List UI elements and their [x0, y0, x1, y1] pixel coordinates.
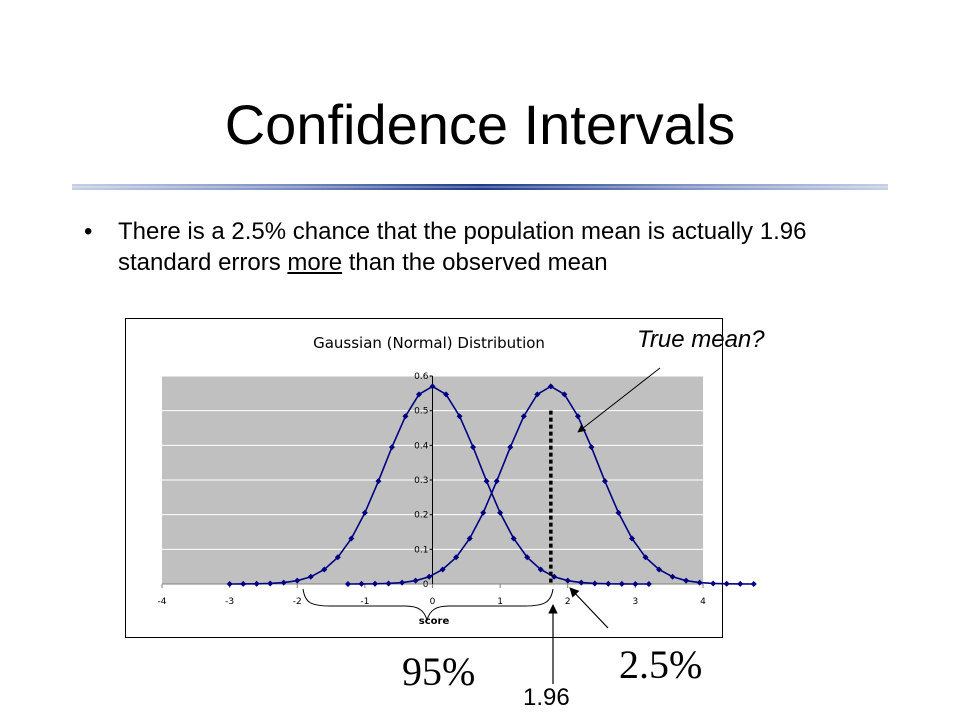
series-1-point	[240, 580, 247, 587]
bullet-text-emphasis: more	[287, 249, 343, 276]
series-1-point	[361, 509, 368, 516]
brace-95-percent	[302, 588, 554, 622]
series-2-point	[493, 478, 500, 485]
series-1-point	[551, 573, 558, 580]
series-1-point	[307, 573, 314, 580]
series-2-point	[344, 580, 351, 587]
series-1-point	[294, 577, 301, 584]
y-tick-label: 0	[423, 580, 429, 590]
series-1-point	[280, 579, 287, 586]
arrow-true-mean	[577, 367, 661, 433]
series-2-point	[601, 478, 608, 485]
series-1-point	[618, 580, 625, 587]
series-2-point	[588, 444, 595, 451]
series-1-point	[564, 577, 571, 584]
series-2-point	[574, 413, 581, 420]
series-2-point	[547, 383, 554, 390]
series-1-point	[537, 566, 544, 573]
series-2-point	[385, 580, 392, 587]
series-1-point	[497, 509, 504, 516]
series-2-point	[439, 566, 446, 573]
series-1-point	[334, 554, 341, 561]
series-2-point	[656, 566, 663, 573]
y-tick-label: 0.5	[414, 407, 428, 417]
series-2-point	[466, 535, 473, 542]
percent-95-label: 95%	[402, 649, 476, 694]
y-tick-label: 0.6	[414, 372, 429, 382]
series-1-point	[415, 391, 422, 398]
series-1-point	[429, 383, 436, 390]
series-2-point	[737, 580, 744, 587]
series-2-point	[710, 580, 717, 587]
series-1-point	[483, 478, 490, 485]
slide-title: Confidence Intervals	[224, 93, 736, 156]
series-1-point	[402, 413, 409, 420]
series-1-point	[632, 580, 639, 587]
series-1-point	[253, 580, 260, 587]
series-1-point	[388, 444, 395, 451]
series-2-point	[534, 391, 541, 398]
series-1-point	[605, 580, 612, 587]
x-tick-label: 1	[497, 597, 503, 607]
series-1-point	[510, 535, 517, 542]
chart-title: Gaussian (Normal) Distribution	[313, 334, 545, 352]
y-tick-label: 0.3	[414, 476, 428, 486]
series-2-point	[426, 573, 433, 580]
x-tick-label: -3	[225, 597, 234, 607]
series-1-point	[321, 566, 328, 573]
x-tick-label: 2	[565, 597, 571, 607]
series-2-point	[480, 509, 487, 516]
series-1-point	[348, 535, 355, 542]
x-tick-label: -2	[293, 597, 302, 607]
bullet-text-start: There is a 2.5% chance that the populati…	[118, 218, 807, 276]
series-1-point	[591, 580, 598, 587]
y-tick-label: 0.1	[414, 545, 428, 555]
x-tick-label: 4	[700, 597, 706, 607]
series-2-point	[412, 577, 419, 584]
series-1-point	[524, 554, 531, 561]
bullet-point: • There is a 2.5% chance that the popula…	[78, 216, 868, 278]
true-mean-label: True mean?	[637, 326, 765, 353]
bullet-dot: •	[84, 218, 93, 245]
bullet-text: There is a 2.5% chance that the populati…	[118, 216, 868, 278]
series-1-point	[456, 413, 463, 420]
series-2-point	[561, 391, 568, 398]
z-value-label: 1.96	[523, 684, 570, 711]
series-2-point	[628, 535, 635, 542]
series-1-point	[443, 391, 450, 398]
series-1-point	[267, 580, 274, 587]
series-2-point	[696, 579, 703, 586]
x-tick-label: -1	[360, 597, 369, 607]
x-tick-label: -4	[158, 597, 167, 607]
series-1-point	[375, 478, 382, 485]
series-2-point	[507, 444, 514, 451]
series-2-point	[669, 573, 676, 580]
series-2-point	[723, 580, 730, 587]
x-axis-label: score	[419, 616, 450, 627]
series-1-point	[578, 579, 585, 586]
series-1-point	[645, 580, 652, 587]
x-tick-label: 3	[633, 597, 639, 607]
series-2-point	[453, 554, 460, 561]
series-2-point	[372, 580, 379, 587]
x-tick-label: 0	[430, 597, 436, 607]
title-divider	[72, 184, 888, 190]
series-1-point	[226, 580, 233, 587]
series-2-point	[520, 413, 527, 420]
series-group	[226, 383, 757, 587]
series-2-point	[750, 580, 757, 587]
series-2-point	[615, 509, 622, 516]
series-2-point	[358, 580, 365, 587]
percent-2-5-label: 2.5%	[619, 642, 703, 687]
series-2-point	[399, 579, 406, 586]
arrow-2-5-percent	[569, 587, 609, 629]
y-tick-label: 0.2	[414, 511, 428, 521]
series-2-point	[642, 554, 649, 561]
series-1-point	[470, 444, 477, 451]
series-2-point	[683, 577, 690, 584]
y-tick-label: 0.4	[414, 441, 429, 451]
bullet-text-end: than the observed mean	[342, 249, 608, 276]
